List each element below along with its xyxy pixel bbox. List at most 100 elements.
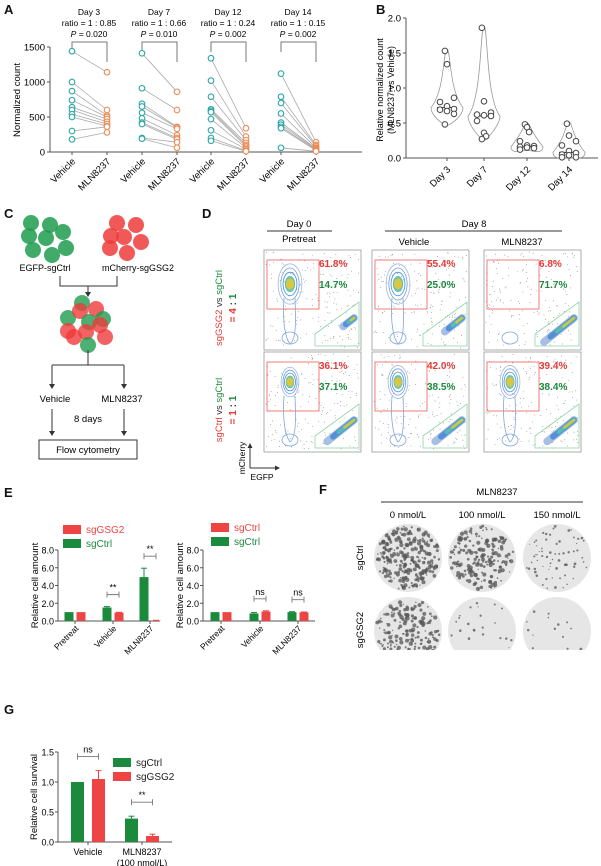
colony <box>473 573 478 577</box>
event-dot <box>536 335 538 337</box>
x-tick-sublabel: (100 nmol/L) <box>117 858 168 866</box>
event-dot <box>320 353 322 355</box>
event-dot <box>563 288 565 290</box>
event-dot <box>392 305 394 307</box>
colony <box>435 638 439 643</box>
colony <box>436 629 439 633</box>
mcherry-contour <box>394 377 402 387</box>
colony <box>478 535 481 537</box>
event-dot <box>347 356 349 358</box>
colony <box>416 528 419 531</box>
colony <box>582 561 585 563</box>
event-dot <box>341 308 342 310</box>
pair-line <box>210 137 247 151</box>
colony <box>577 537 580 540</box>
event-dot <box>499 299 501 301</box>
event-dot <box>438 383 439 385</box>
event-dot <box>327 359 329 361</box>
pair-line <box>210 140 247 152</box>
event-dot <box>415 360 417 362</box>
colony <box>566 647 569 650</box>
colony <box>396 552 400 557</box>
vehicle-point <box>207 108 215 116</box>
group-day-label: Day 14 <box>285 7 312 17</box>
colony <box>496 577 499 579</box>
colony <box>484 553 487 556</box>
event-dot <box>513 416 515 418</box>
event-dot <box>489 315 491 317</box>
colony <box>398 539 403 544</box>
vehicle-point <box>277 70 285 77</box>
sgctrl-egfp--bar <box>287 612 297 621</box>
event-dot <box>462 439 464 441</box>
colony <box>503 560 508 565</box>
event-dot <box>335 263 337 265</box>
event-dot <box>493 385 495 387</box>
event-dot <box>428 395 430 397</box>
colony <box>416 541 422 546</box>
event-dot <box>389 445 391 447</box>
colony <box>375 558 378 561</box>
colony <box>381 571 385 575</box>
event-dot <box>510 425 512 426</box>
colony <box>412 623 417 628</box>
event-dot <box>310 269 312 271</box>
event-dot <box>270 325 272 327</box>
event-dot <box>488 331 490 333</box>
event-dot <box>509 405 511 407</box>
event-dot <box>400 416 402 418</box>
colony-title: MLN8237 <box>476 487 517 498</box>
y-tick-label: 2.0 <box>388 14 401 25</box>
colony <box>393 612 396 615</box>
event-dot <box>486 413 488 415</box>
event-dot <box>494 253 496 255</box>
colony <box>545 555 549 559</box>
legend-swatch <box>63 525 81 534</box>
colony <box>509 559 514 564</box>
colony <box>432 565 435 568</box>
event-dot <box>493 291 495 293</box>
egfp-cell <box>55 224 71 240</box>
event-dot <box>427 342 429 344</box>
event-dot <box>571 252 573 254</box>
event-dot <box>497 297 499 299</box>
event-dot <box>416 280 418 282</box>
colony <box>424 571 428 575</box>
y-tick-label: 8.0 <box>186 546 199 556</box>
colony <box>453 545 457 549</box>
vehicle-label: Vehicle <box>40 394 71 405</box>
event-dot <box>498 262 500 264</box>
event-dot <box>564 400 566 402</box>
event-dot <box>311 299 313 300</box>
colony <box>397 600 403 605</box>
event-dot <box>334 415 336 417</box>
event-dot <box>387 408 388 410</box>
colony <box>410 606 414 611</box>
event-dot <box>398 357 400 359</box>
colony <box>389 579 393 583</box>
event-dot <box>430 307 431 308</box>
event-dot <box>321 342 323 344</box>
event-dot <box>522 325 524 327</box>
event-dot <box>272 290 274 292</box>
event-dot <box>419 334 421 336</box>
event-dot <box>538 312 540 314</box>
colony <box>481 626 484 629</box>
event-dot <box>303 443 305 445</box>
colony <box>538 550 540 553</box>
colony <box>429 631 433 635</box>
event-dot <box>296 323 298 325</box>
y-tick-label: 4.0 <box>186 581 199 591</box>
colony <box>430 539 433 542</box>
egfp-cell <box>25 242 41 258</box>
event-dot <box>487 409 489 411</box>
event-dot <box>302 291 304 293</box>
event-dot <box>303 281 305 283</box>
event-dot <box>433 292 435 294</box>
colony <box>386 562 389 565</box>
event-dot <box>560 333 562 335</box>
colony <box>403 527 408 532</box>
colony <box>557 623 560 626</box>
colony <box>466 568 469 571</box>
event-dot <box>378 279 380 280</box>
